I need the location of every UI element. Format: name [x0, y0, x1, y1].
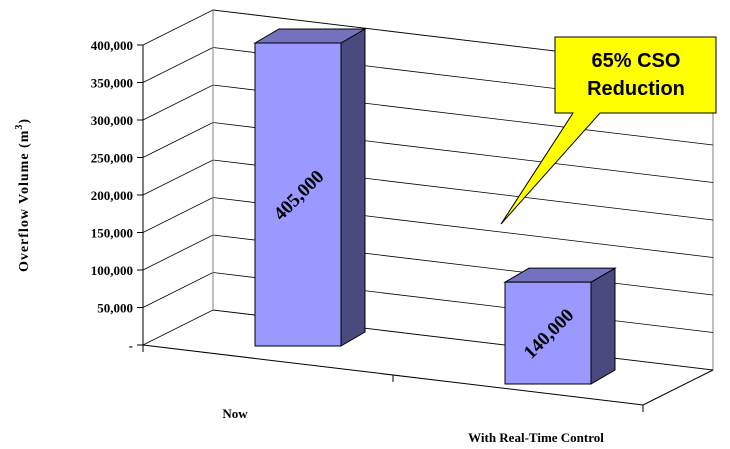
bar-front	[504, 281, 592, 385]
bar-1: 405,000	[253, 28, 367, 347]
y-axis-label: Overflow Volume (m3)	[14, 118, 32, 272]
bar-side	[340, 28, 366, 347]
bars: 405,000 140,000	[253, 28, 617, 385]
axes	[137, 10, 714, 412]
y-axis-label-superscript: 3	[14, 124, 25, 130]
reduction-callout: 65% CSO Reduction	[500, 36, 717, 225]
y-tick-label: -	[129, 338, 133, 353]
category-label: Now	[222, 406, 248, 421]
y-axis-label-close: )	[17, 118, 32, 124]
category-label: With Real-Time Control	[468, 430, 604, 445]
y-tick-label: 200,000	[91, 188, 133, 203]
callout-box	[500, 36, 717, 225]
floor-right-edge	[642, 369, 714, 406]
y-tick-label: 150,000	[91, 226, 133, 241]
callout-line-2: Reduction	[587, 78, 685, 100]
callout-line-1: 65% CSO	[592, 50, 681, 72]
bar-2: 140,000	[503, 267, 617, 385]
bar-front	[254, 42, 342, 347]
y-tick-label: 50,000	[97, 301, 133, 316]
y-tick-label: 250,000	[91, 151, 133, 166]
y-tick-label: 400,000	[91, 38, 133, 53]
category-labels: Now With Real-Time Control	[222, 406, 604, 445]
y-tick-label: 100,000	[91, 263, 133, 278]
y-tick-label: 300,000	[91, 113, 133, 128]
y-axis-label-main: Overflow Volume (m	[17, 130, 32, 272]
y-tick-label: 350,000	[91, 76, 133, 91]
y-tick-labels: - 50,000 100,000 150,000 200,000 250,000 300,0…	[91, 38, 133, 353]
bar-side	[590, 267, 616, 385]
